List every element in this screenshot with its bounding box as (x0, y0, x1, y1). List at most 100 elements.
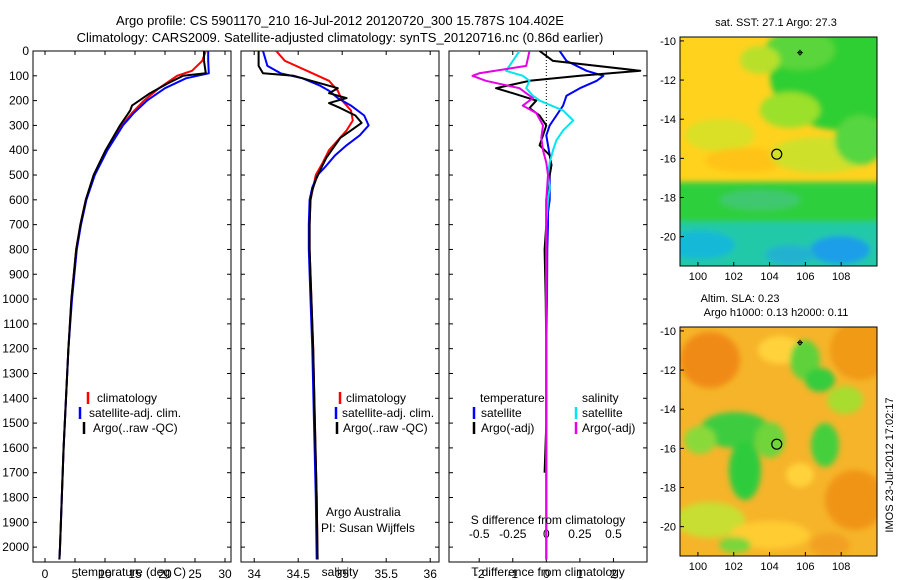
y-tick-label: 1400 (2, 391, 29, 405)
y-tick-label: 1300 (2, 366, 29, 380)
map-y-tick-label: -14 (660, 114, 676, 126)
map-y-tick-label: -12 (660, 75, 676, 87)
y-tick-label: 400 (9, 143, 29, 157)
y-tick-label: 100 (9, 69, 29, 83)
sla-map-panel: Altim. SLA: 0.23 Argo h1000: 0.13 h2000:… (660, 293, 878, 573)
s-x-tick-label: -0.5 (469, 527, 490, 541)
map-y-tick-label: -10 (660, 36, 676, 48)
x-tick-label: 25 (188, 567, 202, 580)
temperature-panel: 0100200300400500600700800900100011001200… (2, 44, 232, 580)
sst-map-axes: 100 102 104 106 108 -10 -12 -14 -16 -18 -20 (660, 36, 850, 283)
salinity-xlabel: salinity (322, 565, 359, 579)
map-x-tick-label: 104 (760, 561, 778, 573)
x-tick-label: 34.5 (287, 567, 311, 580)
x-tick-label: 15 (128, 567, 142, 580)
y-tick-label: 900 (9, 267, 29, 281)
series-line-argo (58, 51, 207, 560)
x-tick-label: -1 (507, 567, 518, 580)
sla-map-title: Altim. SLA: 0.23 (701, 293, 780, 305)
map-x-tick-label: 102 (725, 271, 743, 283)
difference-legend: temperature satellite Argo(-adj) salinit… (472, 391, 635, 435)
y-tick-label: 0 (22, 44, 29, 58)
y-tick-label: 1200 (2, 342, 29, 356)
s-x-tick-label: 0.25 (568, 527, 592, 541)
y-tick-label: 1900 (2, 515, 29, 529)
map-x-tick-label: 100 (689, 561, 707, 573)
series-line-argo (257, 51, 363, 560)
series-line-t-satellite (545, 51, 605, 560)
legend-label-argo: Argo(..raw -QC) (93, 421, 178, 435)
y-tick-label: 1100 (3, 317, 29, 331)
series-line-s-satellite (505, 51, 575, 560)
difference-panel: -2 -1 0 1 2-0.5 -0.25 0 0.25 0.5 temperature sat… (448, 50, 648, 580)
legend-label-argo: Argo(..raw -QC) (343, 421, 428, 435)
sla-map-field (680, 327, 877, 556)
y-tick-label: 700 (9, 218, 29, 232)
temperature-axes: 0100200300400500600700800900100011001200… (2, 44, 232, 580)
sla-map-frame (679, 326, 878, 557)
temperature-legend: climatology satellite-adj. clim. Argo(..… (78, 391, 181, 435)
s-x-tick-label: 0.5 (605, 527, 622, 541)
sst-map-title: sat. SST: 27.1 Argo: 27.3 (715, 17, 837, 29)
x-tick-label: 5 (72, 567, 79, 580)
map-x-tick-label: 102 (725, 561, 743, 573)
series-line-s-argo (471, 51, 549, 560)
map-x-tick-label: 108 (832, 561, 850, 573)
difference-series (471, 51, 642, 560)
map-y-tick-label: -18 (660, 482, 676, 494)
imos-timestamp: IMOS 23-Jul-2012 17:02:17 (884, 397, 896, 532)
map-x-tick-label: 106 (796, 561, 814, 573)
y-tick-label: 600 (9, 193, 29, 207)
x-tick-label: 20 (158, 567, 172, 580)
sst-map-frame (679, 36, 878, 267)
legend-label-s-argo: Argo(-adj) (582, 421, 635, 435)
y-tick-label: 800 (9, 242, 29, 256)
s-difference-title: S difference from climatology (471, 513, 626, 527)
salinity-panel: 34 34.5 35 35.5 36 climatology satellite-adj… (240, 50, 440, 580)
y-tick-label: 1500 (2, 416, 29, 430)
x-tick-label: 36 (424, 567, 438, 580)
x-tick-label: 0 (42, 567, 49, 580)
legend-label-climatology: climatology (346, 391, 406, 405)
temperature-frame (32, 50, 232, 563)
t-difference-xlabel: T difference from climatology (471, 565, 625, 579)
x-tick-label: 34 (248, 567, 262, 580)
salinity-frame (240, 50, 440, 563)
map-x-tick-label: 104 (760, 271, 778, 283)
x-tick-label: 35.5 (375, 567, 399, 580)
legend-label-t-satellite: satellite (481, 406, 522, 420)
x-tick-label: 2 (610, 567, 617, 580)
x-tick-label: 0 (543, 567, 550, 580)
y-tick-label: 2000 (2, 540, 29, 554)
legend-title-temperature: temperature (480, 391, 545, 405)
y-tick-label: 200 (9, 94, 29, 108)
map-y-tick-label: -18 (660, 192, 676, 204)
legend-label-satellite: satellite-adj. clim. (342, 406, 434, 420)
salinity-annotation-org: Argo Australia (326, 505, 401, 519)
map-x-tick-label: 108 (832, 271, 850, 283)
map-y-tick-label: -10 (660, 326, 676, 338)
x-tick-label: 30 (218, 567, 232, 580)
x-tick-label: 35 (336, 567, 350, 580)
sst-map-argo-position-marker (771, 148, 783, 160)
legend-title-salinity: salinity (582, 391, 619, 405)
legend-label-satellite: satellite-adj. clim. (89, 406, 181, 420)
figure-title-line2: Climatology: CARS2009. Satellite-adjuste… (77, 30, 604, 45)
sst-map-star-marker (796, 49, 803, 56)
difference-frame (448, 50, 648, 563)
y-tick-label: 1800 (2, 491, 29, 505)
legend-label-t-argo: Argo(-adj) (481, 421, 534, 435)
sla-map-axes: 100 102 104 106 108 -10 -12 -14 -16 -18 -20 (660, 326, 850, 573)
map-y-tick-label: -20 (660, 522, 676, 534)
map-x-tick-label: 100 (689, 271, 707, 283)
y-tick-label: 500 (9, 168, 29, 182)
salinity-legend: climatology satellite-adj. clim. Argo(..… (334, 391, 434, 435)
y-tick-label: 1700 (2, 466, 29, 480)
map-y-tick-label: -12 (660, 365, 676, 377)
sla-map-subtitle: Argo h1000: 0.13 h2000: 0.11 (704, 307, 849, 319)
difference-axes: -2 -1 0 1 2-0.5 -0.25 0 0.25 0.5 (449, 50, 647, 580)
temperature-xlabel: temperature (deg C) (78, 565, 186, 579)
map-y-tick-label: -16 (660, 443, 676, 455)
map-x-tick-label: 106 (796, 271, 814, 283)
y-tick-label: 300 (9, 118, 29, 132)
